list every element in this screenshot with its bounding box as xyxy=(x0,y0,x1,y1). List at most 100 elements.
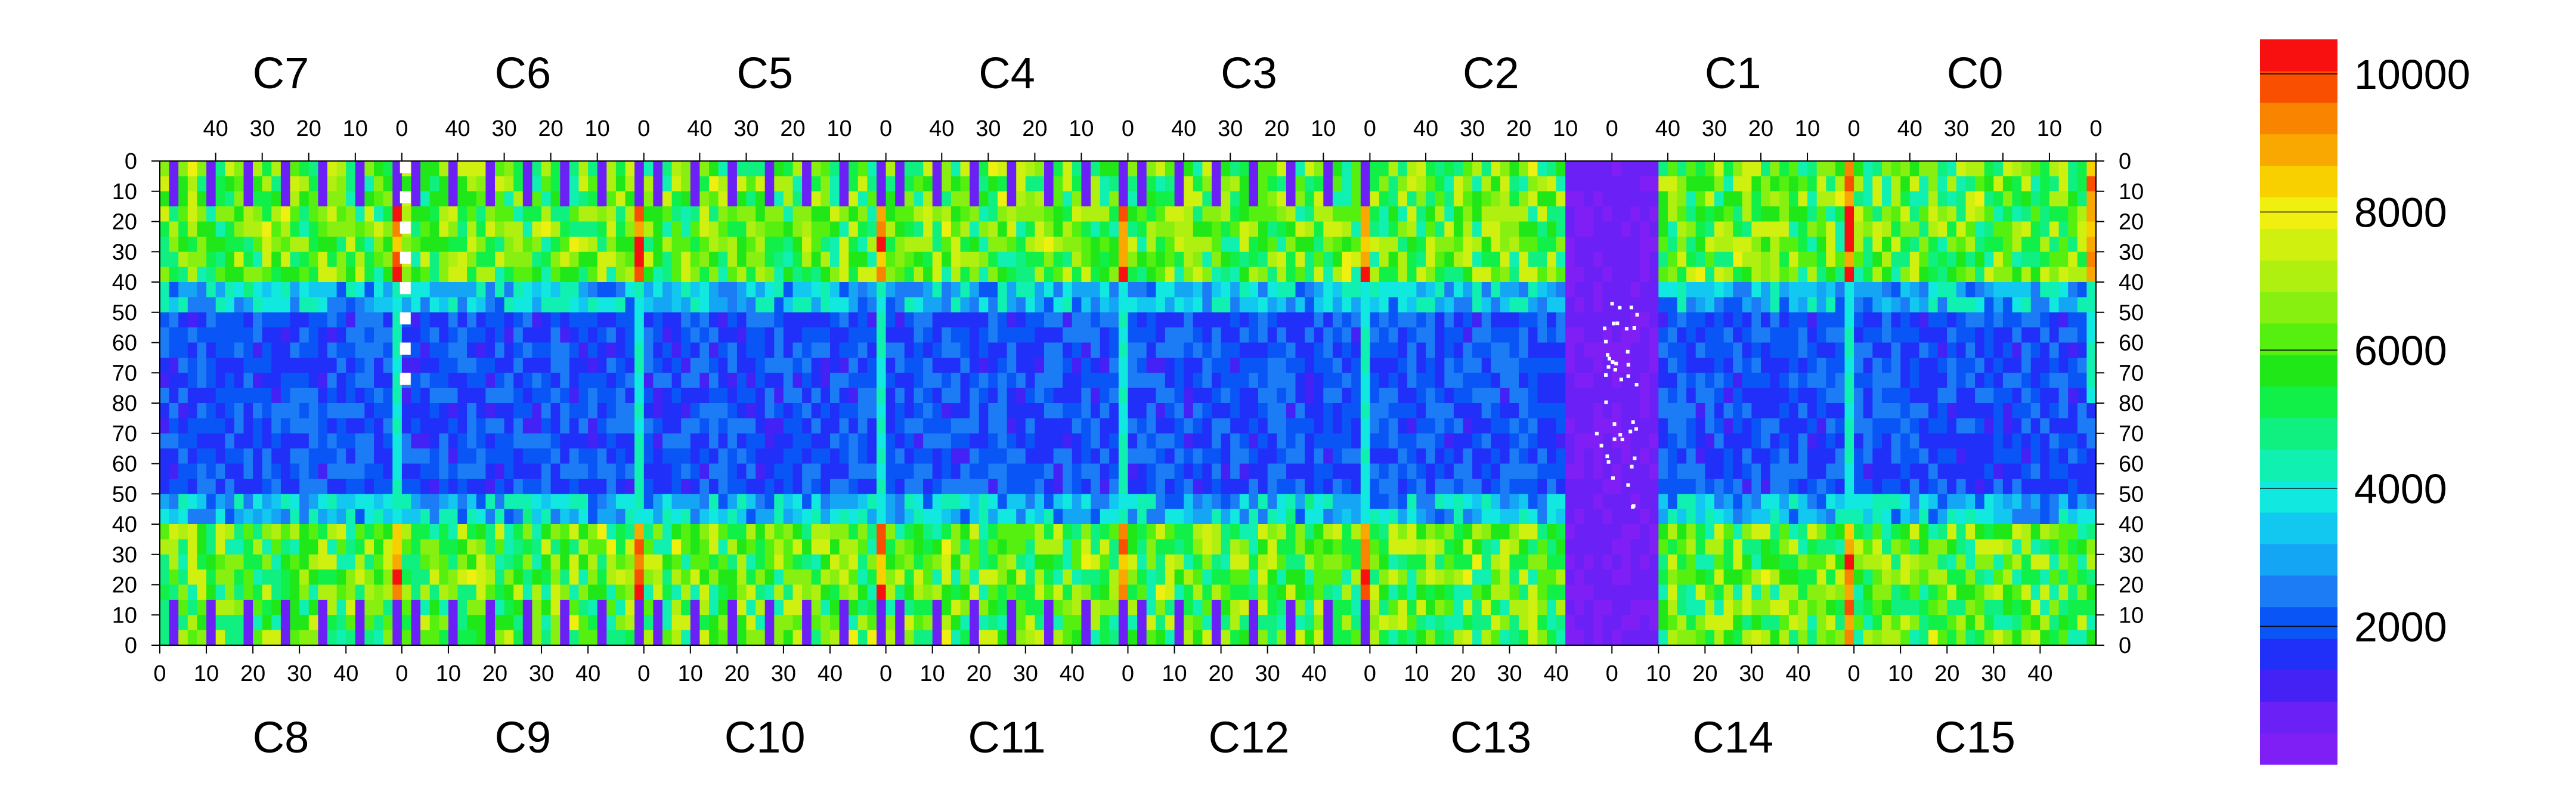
heatmap-cell xyxy=(1407,176,1417,192)
heatmap-cell xyxy=(336,584,346,600)
heatmap-cell xyxy=(560,161,570,177)
heatmap-cell xyxy=(1016,388,1026,404)
heatmap-cell xyxy=(1360,327,1370,343)
heatmap-cell xyxy=(1109,282,1119,298)
heatmap-cell xyxy=(1984,327,1994,343)
heatmap-cell xyxy=(643,282,654,298)
heatmap-cell xyxy=(290,373,300,389)
heatmap-cell xyxy=(457,478,467,494)
heatmap-cell xyxy=(1202,206,1212,222)
heatmap-cell xyxy=(1547,342,1557,358)
heatmap-cell xyxy=(364,373,374,389)
heatmap-cell xyxy=(476,494,486,510)
heatmap-cell xyxy=(634,327,645,343)
heatmap-cell xyxy=(457,327,467,343)
heatmap-cell xyxy=(2002,282,2013,298)
heatmap-cell xyxy=(1109,494,1119,510)
heatmap-cell xyxy=(1947,282,1957,298)
heatmap-cell xyxy=(280,599,291,615)
heatmap-cell xyxy=(439,282,449,298)
heatmap-cell xyxy=(253,206,263,222)
heatmap-cell xyxy=(1993,206,2004,222)
heatmap-cell xyxy=(783,494,794,510)
heatmap-cell xyxy=(1277,176,1287,192)
heatmap-cell xyxy=(1221,388,1231,404)
heatmap-cell xyxy=(550,282,561,298)
heatmap-cell xyxy=(950,509,961,525)
heatmap-cell xyxy=(1695,176,1705,192)
heatmap-cell xyxy=(821,463,831,479)
heatmap-cell xyxy=(877,297,887,313)
heatmap-cell xyxy=(1416,327,1426,343)
heatmap-cell xyxy=(429,206,439,222)
heatmap-cell xyxy=(839,584,849,600)
heatmap-cell xyxy=(280,267,291,283)
heatmap-cell xyxy=(950,539,961,555)
heatmap-cell xyxy=(383,312,393,328)
heatmap-cell xyxy=(327,418,338,434)
heatmap-cell xyxy=(1835,161,1846,177)
heatmap-cell xyxy=(299,630,309,646)
heatmap-cell xyxy=(1705,342,1715,358)
heatmap-cell xyxy=(429,403,439,419)
heatmap-cell xyxy=(736,236,747,252)
heatmap-cell xyxy=(1537,388,1547,404)
heatmap-cell xyxy=(849,176,859,192)
heatmap-cell xyxy=(1472,312,1482,328)
heatmap-cell xyxy=(1035,630,1045,646)
heatmap-cell xyxy=(1761,267,1771,283)
heatmap-cell xyxy=(1016,327,1026,343)
heatmap-cell xyxy=(1593,252,1603,268)
heatmap-cell xyxy=(420,312,431,328)
heatmap-cell xyxy=(160,509,170,525)
heatmap-cell xyxy=(1491,236,1501,252)
heatmap-cell xyxy=(932,463,942,479)
heatmap-cell xyxy=(1007,327,1017,343)
heatmap-cell xyxy=(597,221,607,237)
heatmap-cell xyxy=(625,297,635,313)
heatmap-cell xyxy=(1053,357,1063,373)
heatmap-cell xyxy=(727,615,738,631)
heatmap-cell xyxy=(318,357,328,373)
heatmap-cell xyxy=(1351,161,1361,177)
heatmap-cell xyxy=(811,342,821,358)
heatmap-cell xyxy=(802,554,812,570)
heatmap-cell xyxy=(532,630,542,646)
heatmap-cell xyxy=(1286,373,1296,389)
heatmap-cell xyxy=(2012,342,2022,358)
heatmap-cell xyxy=(811,463,821,479)
heatmap-cell xyxy=(1761,221,1771,237)
heatmap-cell xyxy=(671,554,682,570)
heatmap-cell xyxy=(1500,312,1510,328)
heatmap-cell xyxy=(1649,191,1659,207)
heatmap-cell xyxy=(857,252,868,268)
heatmap-cell xyxy=(541,509,552,525)
heatmap-cell xyxy=(364,478,374,494)
heatmap-cell xyxy=(1919,388,1929,404)
heatmap-cell xyxy=(346,327,356,343)
heatmap-cell xyxy=(253,448,263,465)
heatmap-cell xyxy=(532,494,542,510)
heatmap-cell xyxy=(1035,236,1045,252)
heatmap-cell xyxy=(1779,267,1789,283)
heatmap-cell xyxy=(197,191,207,207)
heatmap-cell xyxy=(1053,297,1063,313)
heatmap-cell xyxy=(290,327,300,343)
heatmap-cell xyxy=(839,252,849,268)
heatmap-cell xyxy=(495,161,505,177)
heatmap-cell xyxy=(857,161,868,177)
heatmap-cell xyxy=(606,267,617,283)
heatmap-cell xyxy=(1556,327,1566,343)
heatmap-cell xyxy=(299,599,309,615)
heatmap-cell xyxy=(970,418,980,434)
heatmap-cell xyxy=(1249,297,1259,313)
heatmap-cell xyxy=(532,403,542,419)
heatmap-cell xyxy=(671,327,682,343)
heatmap-cell xyxy=(1118,357,1129,373)
heatmap-cell xyxy=(197,388,207,404)
heatmap-cell xyxy=(1695,357,1705,373)
heatmap-cell xyxy=(923,494,933,510)
heatmap-cell xyxy=(1751,282,1761,298)
heatmap-cell xyxy=(588,312,598,328)
heatmap-cell xyxy=(1835,206,1846,222)
